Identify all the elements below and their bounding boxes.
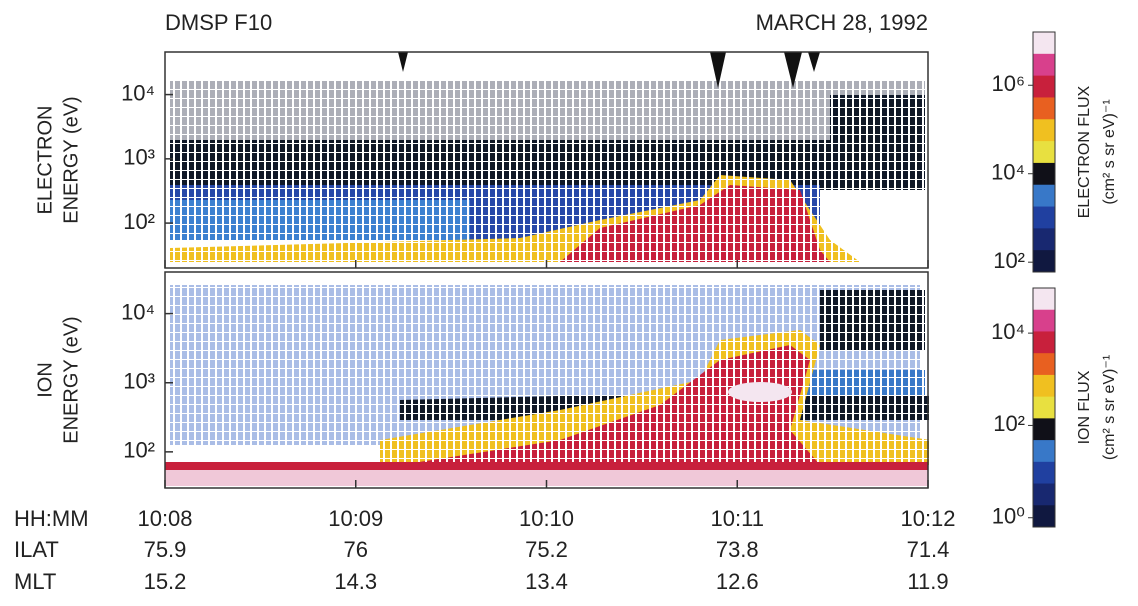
colorbar-tick-label: 10⁴: [991, 319, 1025, 344]
x-tick-label: 10:09: [328, 506, 383, 531]
colorbar-label: (cm² s sr eV)⁻¹: [1101, 99, 1118, 204]
colorbar-label: ELECTRON FLUX: [1076, 85, 1093, 218]
colorbar-tick-label: 10⁶: [991, 71, 1025, 96]
x-tick-label: 10:10: [519, 506, 574, 531]
colorbar-label: (cm² s sr eV)⁻¹: [1101, 355, 1118, 460]
row-value: 76: [344, 537, 368, 562]
colorbar-tick-label: 10⁰: [992, 504, 1025, 529]
y-axis-label: ENERGY (eV): [60, 96, 82, 223]
y-tick-label: 10³: [123, 145, 155, 170]
x-tick-label: 10:11: [711, 506, 764, 531]
colorbar-swatch: [1033, 119, 1055, 142]
x-tick-label: 10:12: [900, 506, 955, 531]
row-value: 11.9: [907, 569, 948, 594]
colorbar-swatch: [1033, 32, 1055, 55]
electron-spectrogram: [170, 80, 925, 262]
y-tick-label: 10³: [123, 369, 155, 394]
colorbar-swatch: [1033, 461, 1055, 485]
colorbar-swatch: [1033, 374, 1055, 398]
colorbar-tick-label: 10²: [993, 248, 1025, 273]
row-value: 71.4: [907, 537, 950, 562]
colorbar-swatch: [1033, 162, 1055, 186]
colorbar-label: ION FLUX: [1076, 370, 1093, 444]
colorbar-swatch: [1033, 75, 1055, 98]
colorbar-swatch: [1033, 184, 1055, 208]
y-axis-label: ELECTRON: [34, 106, 56, 215]
row-value: 73.8: [716, 537, 759, 562]
row-label: MLT: [14, 569, 56, 594]
colorbar-swatch: [1033, 309, 1055, 332]
y-axis-label: ENERGY (eV): [60, 316, 82, 443]
ion-spectrogram: [165, 285, 930, 486]
colorbar-swatch: [1033, 288, 1055, 311]
colorbar-swatch: [1033, 228, 1055, 251]
row-value: 75.2: [525, 537, 568, 562]
title: DMSP F10: [165, 10, 272, 35]
colorbar-tick-label: 10²: [993, 411, 1025, 436]
row-value: 75.9: [144, 537, 187, 562]
colorbar-swatch: [1033, 250, 1055, 273]
colorbar-swatch: [1033, 418, 1055, 441]
row-value: 15.2: [144, 569, 187, 594]
colorbar-swatch: [1033, 396, 1055, 419]
colorbar-swatch: [1033, 53, 1055, 77]
colorbar-swatch: [1033, 97, 1055, 120]
y-tick-label: 10⁴: [121, 80, 155, 105]
colorbar-swatch: [1033, 353, 1055, 376]
row-value: 13.4: [525, 569, 568, 594]
colorbar-swatch: [1033, 483, 1055, 506]
y-tick-label: 10²: [123, 438, 155, 463]
colorbar-swatch: [1033, 331, 1055, 354]
colorbar-swatch: [1033, 505, 1055, 528]
colorbar-tick-label: 10⁴: [991, 160, 1025, 185]
y-axis-label: ION: [34, 362, 56, 398]
colorbar-swatch: [1033, 141, 1055, 164]
row-label: ILAT: [14, 537, 59, 562]
y-tick-label: 10²: [123, 209, 155, 234]
y-tick-label: 10⁴: [121, 299, 155, 324]
x-tick-label: 10:08: [137, 506, 192, 531]
row-value: 12.6: [716, 569, 759, 594]
colorbar-frame: [1032, 31, 1056, 273]
colorbar-frame: [1032, 287, 1056, 528]
row-value: 14.3: [334, 569, 377, 594]
colorbar-swatch: [1033, 206, 1055, 229]
colorbar-swatch: [1033, 440, 1055, 463]
date: MARCH 28, 1992: [756, 10, 928, 35]
event-markers: [398, 52, 820, 88]
x-axis-label: HH:MM: [14, 506, 89, 531]
